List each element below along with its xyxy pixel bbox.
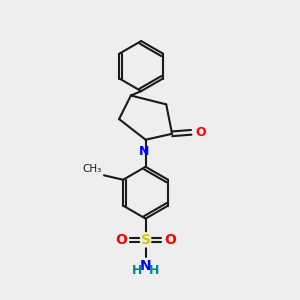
Text: O: O bbox=[164, 233, 176, 247]
Text: H: H bbox=[149, 264, 160, 277]
Text: O: O bbox=[196, 126, 206, 139]
Text: S: S bbox=[141, 233, 151, 247]
Text: O: O bbox=[115, 233, 127, 247]
Text: H: H bbox=[132, 264, 142, 277]
Text: CH₃: CH₃ bbox=[82, 164, 102, 174]
Text: N: N bbox=[140, 259, 152, 273]
Text: N: N bbox=[139, 145, 149, 158]
